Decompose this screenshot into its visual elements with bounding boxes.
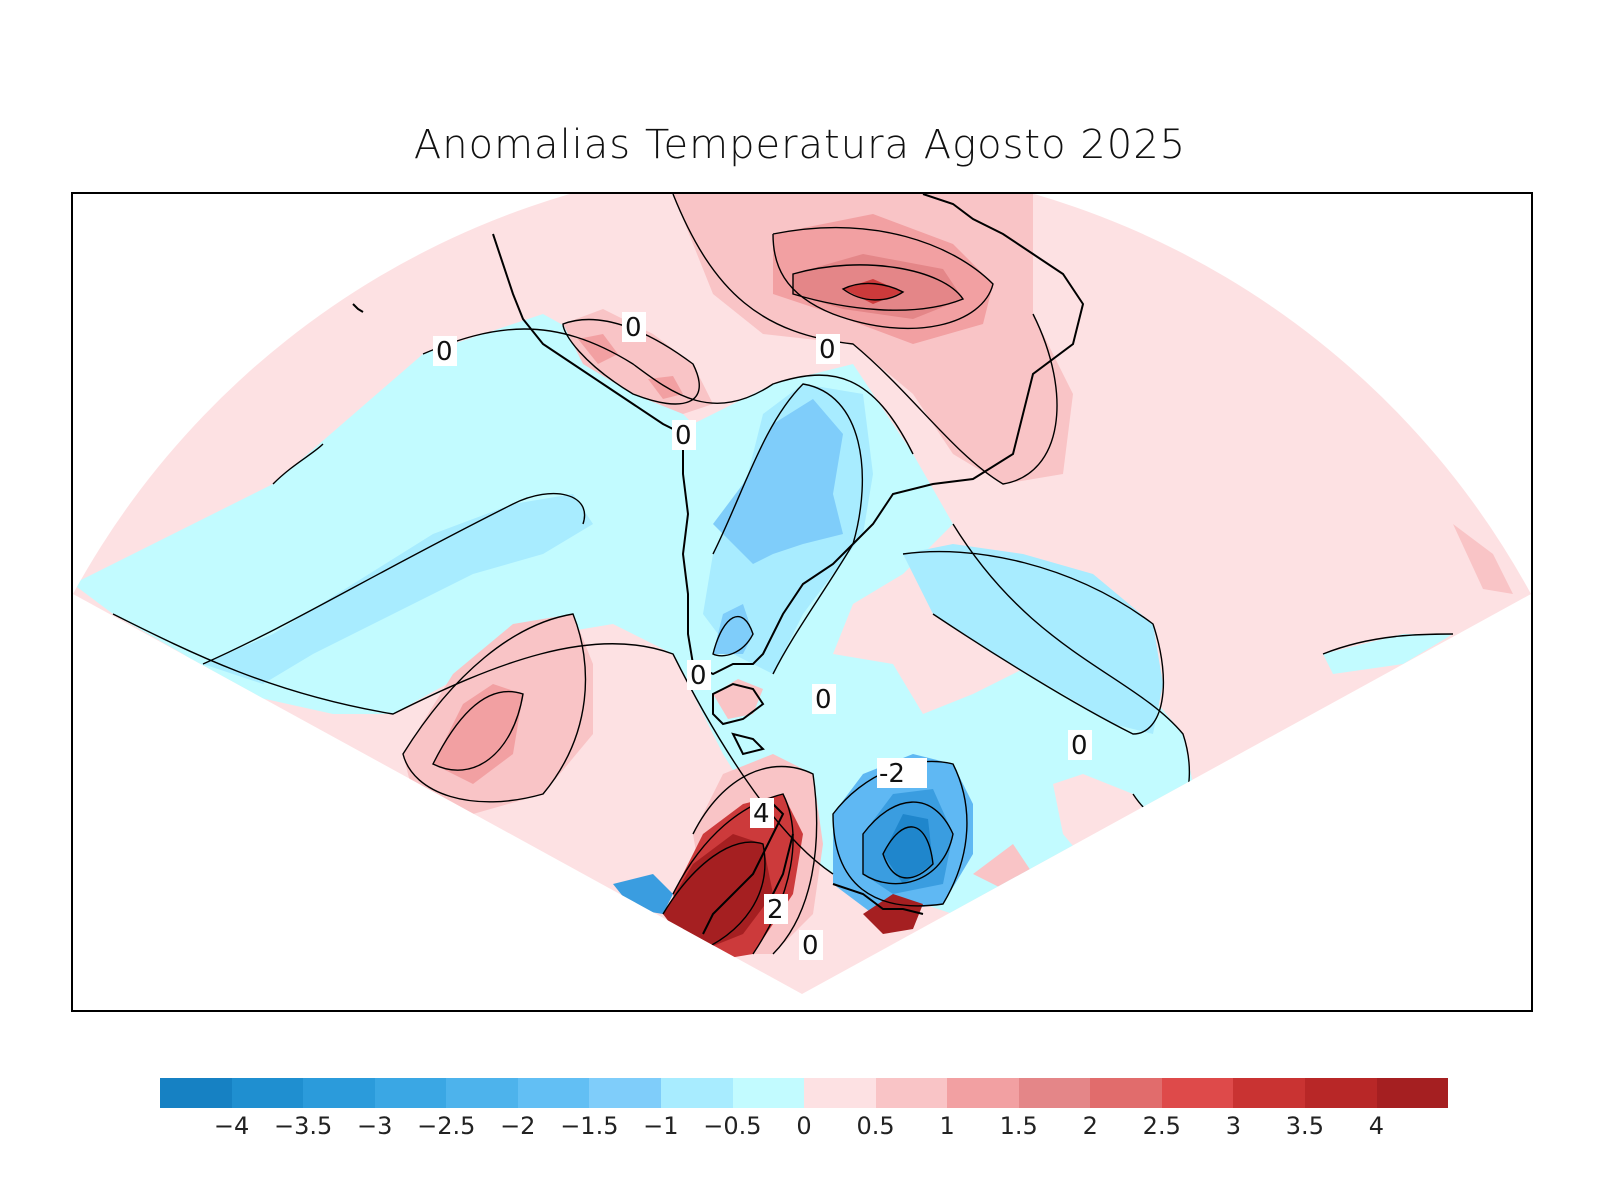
- colorbar-tick-label: 4: [1368, 1112, 1385, 1140]
- fill-pos-4-peninsula: [663, 834, 773, 954]
- colorbar-tick-label: 3.5: [1285, 1112, 1324, 1140]
- colorbar-cell: [660, 1078, 733, 1108]
- colorbar-ticks: −4 −3.5 −3 −2.5 −2 −1.5 −1 −0.5 0 0.5 1 1.5 2 2.5 3 3.5…: [160, 1112, 1448, 1142]
- colorbar-cell: [517, 1078, 590, 1108]
- contour-labels: 0 0 0 0 0 0 0 0 -2 4 2 0: [433, 312, 1092, 961]
- fill-pos-1-east-edge: [1453, 524, 1513, 594]
- colorbar: [160, 1078, 1449, 1108]
- colorbar-cell: [1161, 1078, 1234, 1108]
- colorbar-tick-label: 1.5: [999, 1112, 1038, 1140]
- fill-pos-4-weddell: [863, 894, 923, 934]
- colorbar-cell: [732, 1078, 805, 1108]
- colorbar-cell: [1233, 1078, 1305, 1108]
- fill-pos-1-5-pacific-se: [433, 684, 523, 784]
- colorbar-cell: [231, 1078, 304, 1108]
- colorbar-cell: [1090, 1078, 1162, 1108]
- colorbar-tick-label: 3: [1225, 1112, 1241, 1140]
- colorbar-tick-label: 0: [796, 1112, 812, 1140]
- fill-neg-1-5-argentina: [713, 399, 843, 564]
- coastline: [352, 194, 1085, 935]
- colorbar-tick-label: 0.5: [856, 1112, 895, 1140]
- colorbar-cell: [160, 1078, 232, 1108]
- contour-label: 0: [819, 335, 836, 365]
- colorbar-cell: [1305, 1078, 1377, 1108]
- colorbar-cell: [589, 1078, 661, 1108]
- contour-label: -2: [879, 759, 905, 789]
- fill-neg-0-5-east-atlantic: [1323, 634, 1453, 674]
- colorbar-tick-label: 2: [1082, 1112, 1098, 1140]
- colorbar-tick-label: −0.5: [703, 1112, 762, 1140]
- fill-neg-1-atlantic: [903, 544, 1163, 734]
- colorbar-cell: [446, 1078, 518, 1108]
- colorbar-tick-label: −3: [356, 1112, 393, 1140]
- contour-label: 4: [753, 799, 770, 829]
- contour-label: 0: [675, 421, 692, 451]
- map-title: Anomalias Temperatura Agosto 2025: [413, 122, 1187, 168]
- map-frame: 0 0 0 0 0 0 0 0 -2 4 2 0: [71, 192, 1533, 1012]
- contour-label: 0: [690, 661, 707, 691]
- colorbar-cell: [303, 1078, 375, 1108]
- fill-neg-1-pacific: [203, 494, 593, 684]
- colorbar-tick-label: −2.5: [417, 1112, 476, 1140]
- colorbar-tick-label: 2.5: [1142, 1112, 1181, 1140]
- temperature-anomaly-map: 0 0 0 0 0 0 0 0 -2 4 2 0: [73, 194, 1531, 995]
- colorbar-tick-label: −3.5: [273, 1112, 333, 1140]
- colorbar-cell: [374, 1078, 447, 1108]
- fill-pos-3-brazil: [843, 279, 903, 304]
- fill-neg-2-5-small-west: [613, 874, 673, 914]
- contour-label: 0: [815, 685, 832, 715]
- colorbar-cell: [875, 1078, 948, 1108]
- fill-neg-1-5-patagonia: [713, 604, 753, 654]
- colorbar-cell: [1018, 1078, 1091, 1108]
- colorbar-tick-label: −2: [500, 1112, 536, 1140]
- colorbar-tick-label: −1.5: [560, 1112, 619, 1140]
- colorbar-tick-label: 1: [939, 1112, 955, 1140]
- colorbar-cell: [947, 1078, 1019, 1108]
- colorbar-tick-label: −4: [213, 1112, 250, 1140]
- contour-label: 0: [802, 931, 819, 961]
- contour-label: 0: [625, 313, 642, 343]
- colorbar-cell: [1376, 1078, 1449, 1108]
- contour-label: 0: [436, 337, 453, 367]
- contour-label: 0: [1071, 731, 1088, 761]
- colorbar-cell: [804, 1078, 876, 1108]
- colorbar-tick-label: −1: [643, 1112, 679, 1140]
- contour-label: 2: [767, 895, 784, 925]
